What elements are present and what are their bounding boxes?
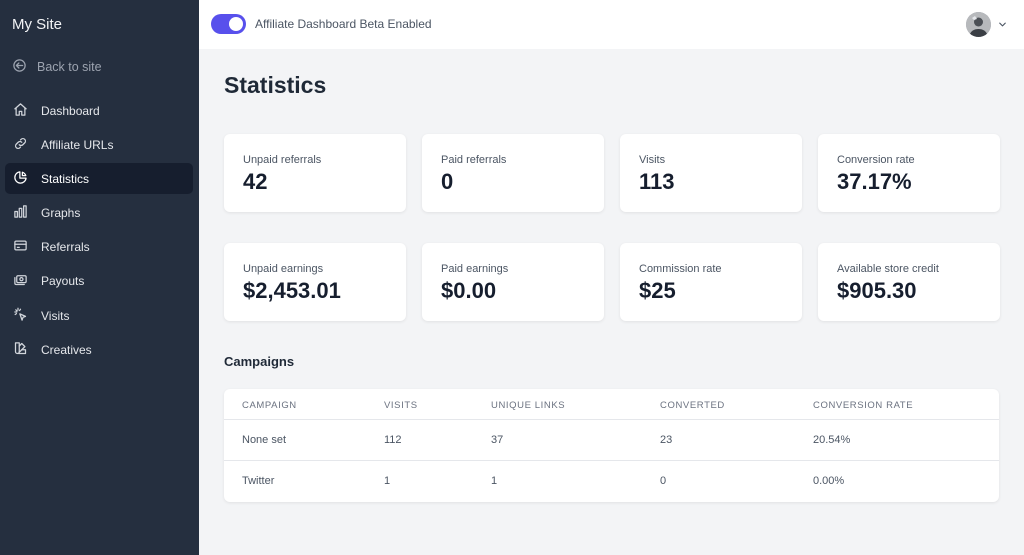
- column-header-unique-links: Unique Links: [491, 400, 566, 411]
- sidebar-item-label: Affiliate URLs: [41, 137, 114, 152]
- column-header-conversion-rate: Conversion Rate: [813, 400, 914, 411]
- arrow-circle-left-icon: [12, 58, 27, 76]
- campaigns-table: Campaign Visits Unique Links Converted C…: [224, 389, 999, 502]
- top-bar: Affiliate Dashboard Beta Enabled: [199, 0, 1024, 49]
- cell-visits: 112: [384, 434, 402, 446]
- sidebar-nav: Dashboard Affiliate URLs Statistics Grap…: [5, 95, 193, 369]
- site-title: My Site: [12, 16, 63, 33]
- sidebar: My Site Back to site Dashboard Affiliate…: [0, 0, 199, 555]
- cell-unique-links: 37: [491, 434, 504, 446]
- avatar: [966, 12, 991, 37]
- column-header-converted: Converted: [660, 400, 725, 411]
- sidebar-item-payouts[interactable]: Payouts: [5, 266, 193, 297]
- stat-card-paid-referrals: Paid referrals 0: [422, 134, 604, 212]
- page-title: Statistics: [224, 72, 327, 98]
- stat-card-paid-earnings: Paid earnings $0.00: [422, 243, 604, 321]
- pie-chart-icon: [13, 170, 28, 188]
- cell-converted: 23: [660, 434, 673, 446]
- column-header-visits: Visits: [384, 400, 418, 411]
- sidebar-item-label: Graphs: [41, 206, 81, 221]
- beta-toggle-label: Affiliate Dashboard Beta Enabled: [255, 17, 432, 31]
- sidebar-item-visits[interactable]: Visits: [5, 300, 193, 331]
- stat-label: Available store credit: [837, 263, 939, 275]
- stat-label: Unpaid referrals: [243, 154, 322, 166]
- stat-card-unpaid-referrals: Unpaid referrals 42: [224, 134, 406, 212]
- cell-campaign: Twitter: [242, 475, 275, 487]
- sidebar-item-graphs[interactable]: Graphs: [5, 198, 193, 229]
- stat-value: 0: [441, 169, 454, 194]
- stat-value: $905.30: [837, 278, 917, 303]
- stat-card-commission-rate: Commission rate $25: [620, 243, 802, 321]
- sidebar-item-statistics[interactable]: Statistics: [5, 163, 193, 195]
- column-header-campaign: Campaign: [242, 400, 297, 411]
- sidebar-item-referrals[interactable]: Referrals: [5, 232, 193, 263]
- sidebar-item-dashboard[interactable]: Dashboard: [5, 95, 193, 126]
- stat-value: 113: [639, 169, 675, 194]
- sidebar-item-label: Visits: [41, 308, 70, 323]
- stat-label: Paid referrals: [441, 154, 507, 166]
- stat-value: 42: [243, 169, 268, 194]
- sidebar-item-label: Creatives: [41, 342, 92, 357]
- sidebar-item-affiliate-urls[interactable]: Affiliate URLs: [5, 129, 193, 160]
- back-to-site-label: Back to site: [37, 60, 102, 74]
- campaigns-title: Campaigns: [224, 354, 295, 369]
- toggle-knob: [229, 17, 243, 31]
- table-row: Twitter 1 1 0 0.00%: [224, 461, 999, 502]
- stat-card-conversion-rate: Conversion rate 37.17%: [818, 134, 1000, 212]
- sidebar-item-creatives[interactable]: Creatives: [5, 334, 193, 365]
- stat-value: $25: [639, 278, 676, 303]
- sidebar-item-label: Payouts: [41, 274, 85, 289]
- table-row: None set 112 37 23 20.54%: [224, 420, 999, 461]
- color-swatch-icon: [13, 341, 28, 359]
- stat-card-unpaid-earnings: Unpaid earnings $2,453.01: [224, 243, 406, 321]
- cell-conversion-rate: 0.00%: [813, 475, 845, 487]
- sidebar-item-label: Referrals: [41, 240, 90, 255]
- cursor-click-icon: [13, 307, 28, 325]
- cell-converted: 0: [660, 475, 667, 487]
- home-icon: [13, 102, 28, 120]
- stat-label: Conversion rate: [837, 154, 915, 166]
- beta-toggle[interactable]: [211, 14, 246, 34]
- sidebar-item-label: Dashboard: [41, 103, 100, 118]
- cell-unique-links: 1: [491, 475, 498, 487]
- cell-visits: 1: [384, 475, 391, 487]
- cell-campaign: None set: [242, 434, 287, 446]
- credit-card-icon: [13, 238, 28, 256]
- stat-card-store-credit: Available store credit $905.30: [818, 243, 1000, 321]
- stat-label: Paid earnings: [441, 263, 509, 275]
- back-to-site-link[interactable]: Back to site: [12, 58, 102, 76]
- stat-label: Commission rate: [639, 263, 722, 275]
- stat-label: Unpaid earnings: [243, 263, 324, 275]
- cell-conversion-rate: 20.54%: [813, 434, 851, 446]
- chevron-down-icon: [997, 19, 1008, 30]
- bar-chart-icon: [13, 204, 28, 222]
- sidebar-item-label: Statistics: [41, 171, 90, 186]
- stat-value: $2,453.01: [243, 278, 341, 303]
- stat-label: Visits: [639, 154, 666, 166]
- user-menu[interactable]: [966, 12, 1008, 37]
- stat-value: 37.17%: [837, 169, 912, 194]
- table-header: Campaign Visits Unique Links Converted C…: [224, 389, 999, 420]
- link-icon: [13, 136, 28, 154]
- stat-card-visits: Visits 113: [620, 134, 802, 212]
- cash-icon: [13, 272, 28, 290]
- stat-value: $0.00: [441, 278, 497, 303]
